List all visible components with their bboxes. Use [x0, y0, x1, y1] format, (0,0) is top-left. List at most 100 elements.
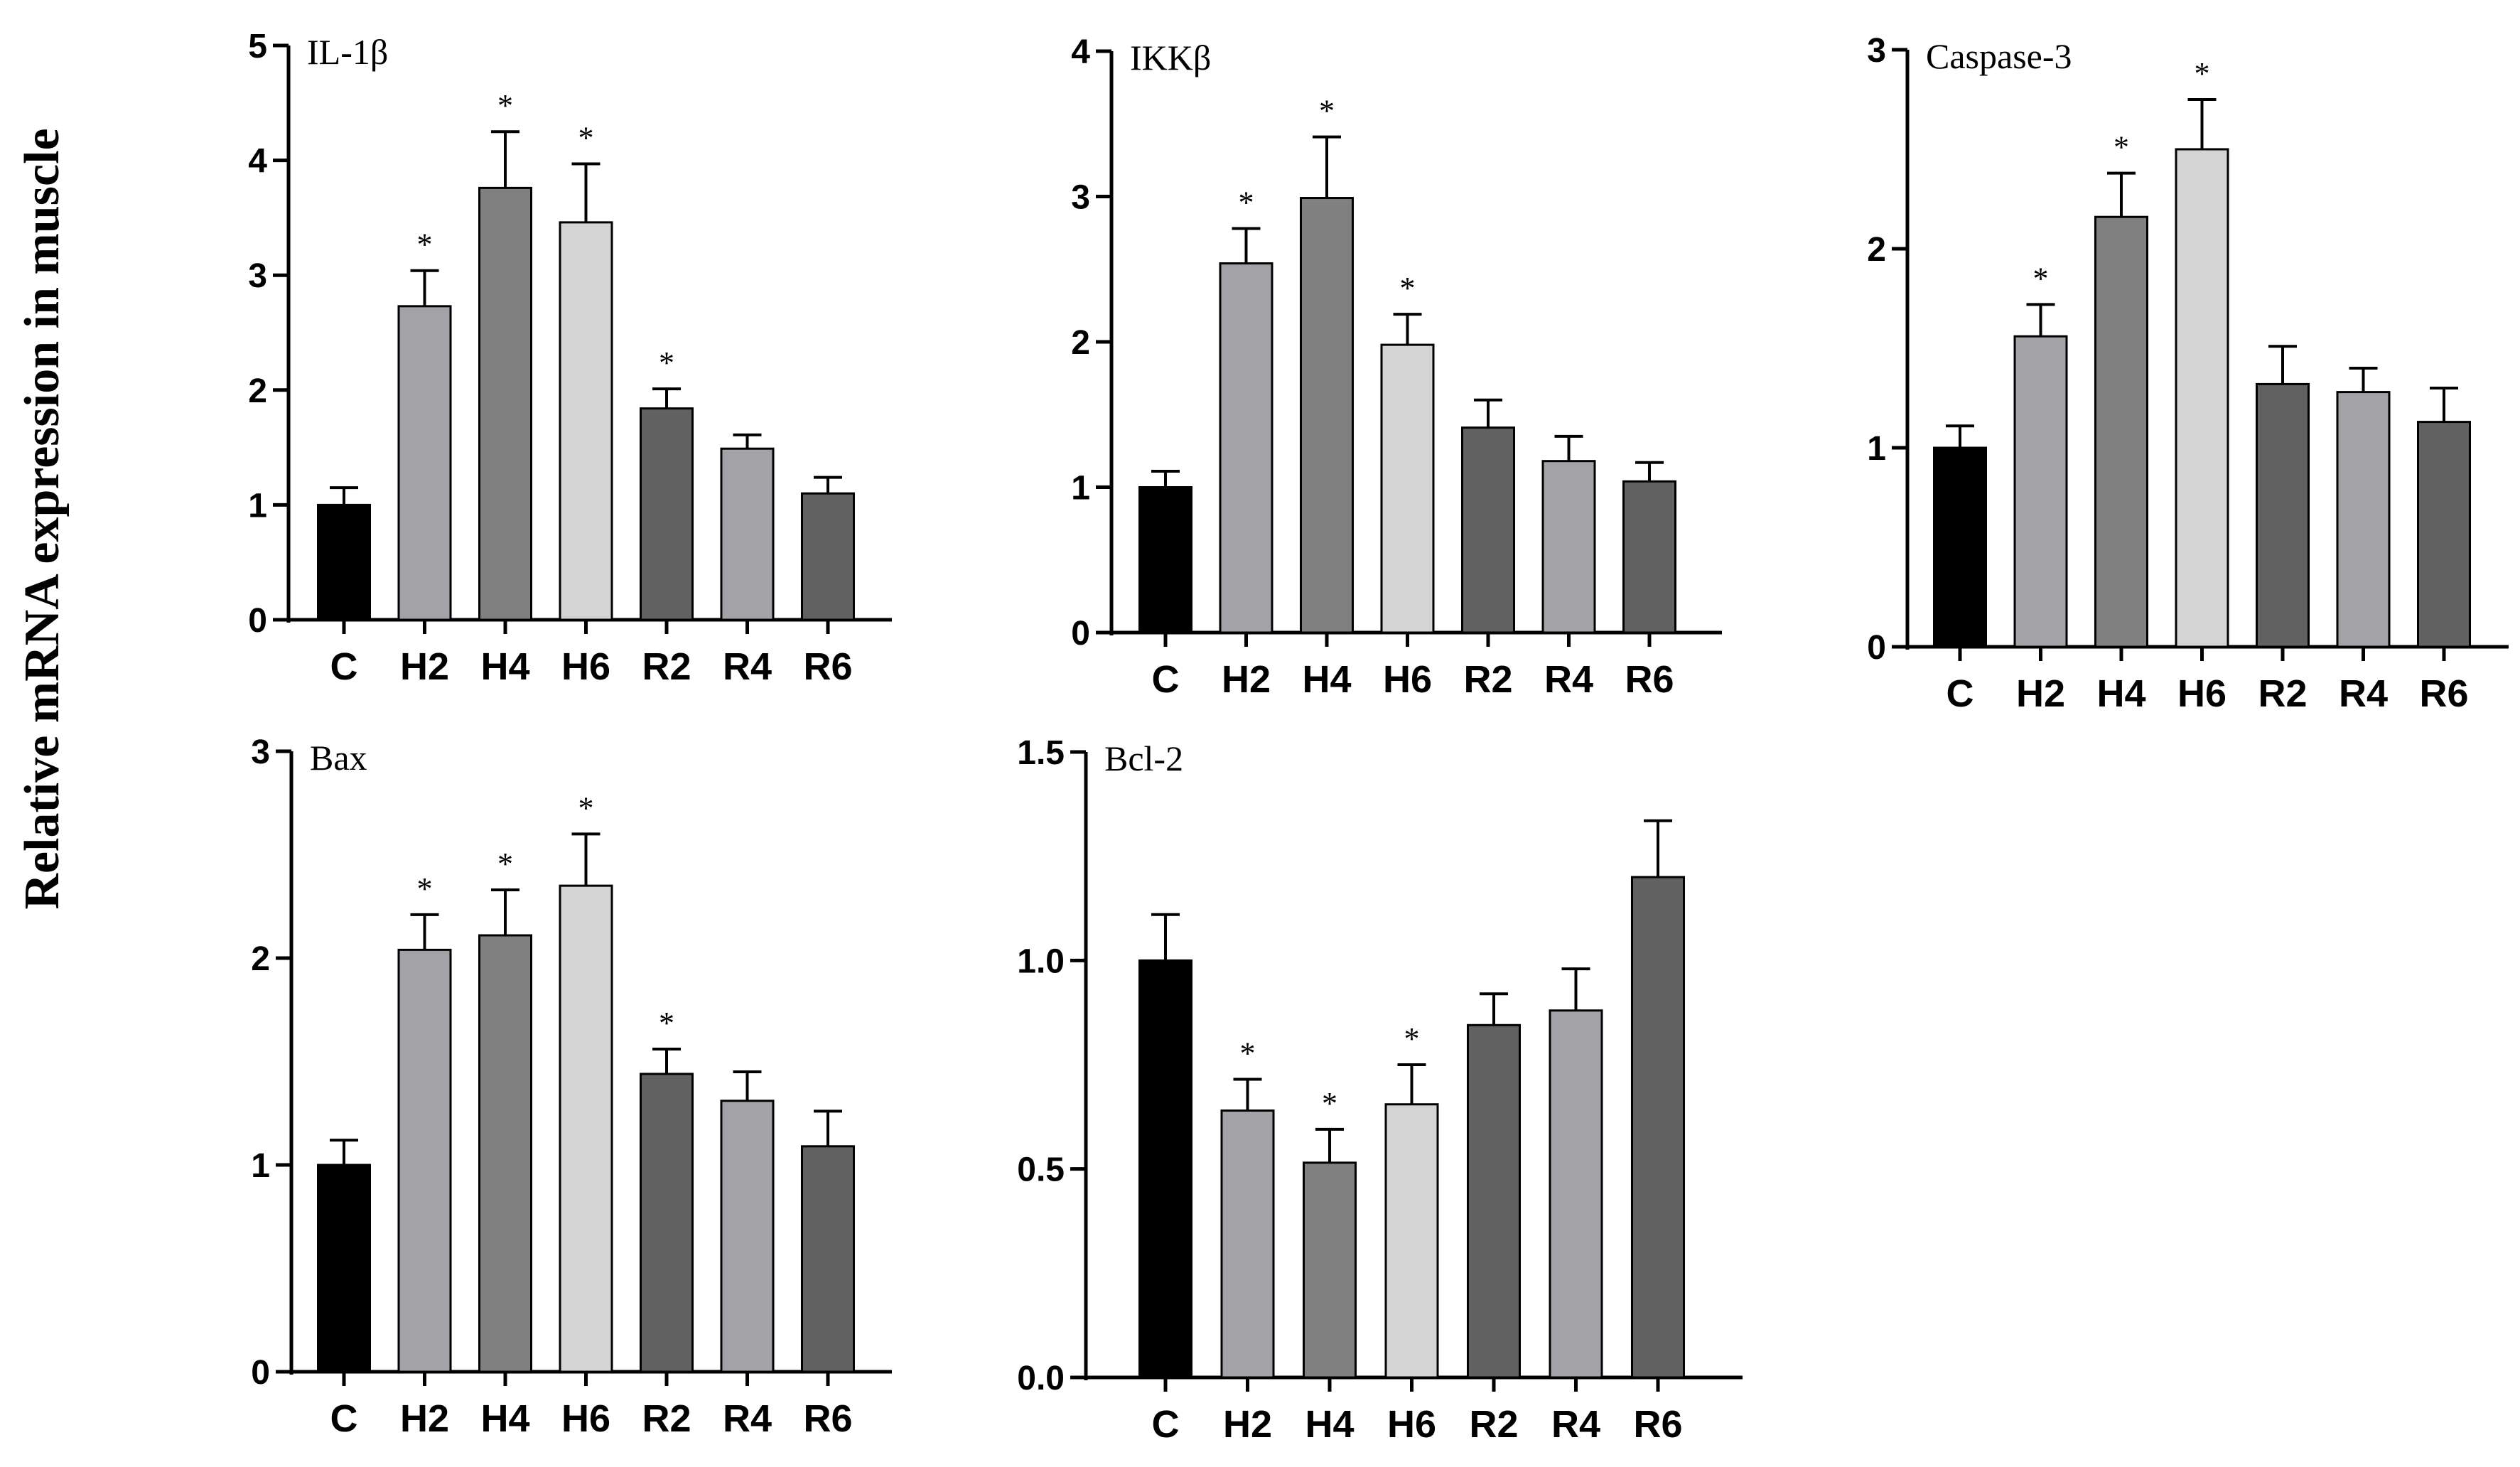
significance-marker: * [578, 120, 594, 155]
significance-marker: * [659, 1006, 674, 1041]
panel-title: IKKβ [1130, 38, 1211, 77]
panel-4: 0.0 0.5 1.0 1.5 Bcl-2 C * H2 * H4 * H6 R2 R4 R6 [1017, 734, 1743, 1446]
bar-R2 [640, 407, 694, 621]
x-tick-label: H6 [2177, 672, 2226, 715]
y-tick-label: 2 [251, 940, 270, 978]
y-tick-label: 0 [1867, 629, 1886, 667]
x-tick-label: H4 [1305, 1403, 1354, 1446]
y-tick-label: 4 [248, 143, 267, 181]
x-tick-label: R4 [723, 1397, 772, 1440]
bar-H4 [1303, 1161, 1357, 1379]
x-tick-label: R2 [1469, 1403, 1518, 1446]
significance-marker: * [1240, 1036, 1256, 1071]
x-tick-label: C [1946, 672, 1974, 715]
y-tick-label: 2 [1867, 231, 1886, 269]
x-tick-label: R2 [1463, 658, 1512, 701]
y-tick-label: 2 [1071, 324, 1090, 362]
panel-title: Bcl-2 [1104, 738, 1183, 778]
x-tick-label: R4 [1544, 658, 1593, 701]
bar-C [317, 503, 371, 621]
y-tick-label: 3 [1867, 32, 1886, 70]
y-tick-label: 3 [251, 734, 270, 771]
x-tick-label: H6 [1387, 1403, 1436, 1446]
x-tick-label: R6 [803, 1397, 852, 1440]
x-tick-label: H6 [561, 1397, 610, 1440]
bar-R6 [1622, 480, 1676, 634]
bar-R2 [1467, 1023, 1521, 1379]
bar-R6 [801, 492, 855, 621]
significance-marker: * [1239, 185, 1254, 220]
significance-marker: * [1322, 1086, 1337, 1121]
bar-C [1138, 959, 1192, 1379]
bar-H6 [559, 884, 613, 1373]
significance-marker: * [497, 88, 513, 123]
bar-C [317, 1164, 371, 1373]
y-tick-label: 3 [248, 257, 267, 295]
panel-2: 0 1 2 3 Caspase-3 C * H2 * H4 * H6 R2 R4 R6 [1867, 32, 2509, 715]
y-tick-label: 3 [1071, 179, 1090, 217]
bar-R2 [1461, 426, 1515, 634]
x-tick-label: C [1152, 658, 1180, 701]
x-tick-label: H4 [480, 1397, 529, 1440]
x-tick-label: R2 [642, 1397, 691, 1440]
panel-0: 0 1 2 3 4 5 IL-1β C * H2 * H4 * H6 * R2 R4 R6 [248, 28, 892, 688]
y-tick-label: 1 [251, 1147, 270, 1185]
significance-marker: * [1404, 1021, 1420, 1056]
bar-R4 [720, 1100, 775, 1373]
x-tick-label: H2 [400, 645, 449, 688]
x-tick-label: H2 [1223, 1403, 1272, 1446]
y-tick-label: 1 [1867, 430, 1886, 468]
bar-R4 [2336, 391, 2391, 648]
bar-C [1933, 446, 1987, 648]
panel-title: Bax [310, 738, 367, 778]
y-tick-label: 5 [248, 28, 267, 65]
y-tick-label: 0 [251, 1354, 270, 1392]
bar-R4 [1549, 1009, 1603, 1379]
bar-R6 [1631, 876, 1685, 1379]
x-tick-label: R6 [1633, 1403, 1682, 1446]
y-tick-label: 2 [248, 372, 267, 410]
bar-H4 [1300, 197, 1354, 634]
y-tick-label: 0.5 [1017, 1151, 1065, 1189]
bar-R4 [720, 447, 775, 621]
y-tick-label: 4 [1071, 33, 1090, 71]
bar-R6 [801, 1145, 855, 1373]
x-tick-label: H6 [1383, 658, 1432, 701]
y-axis-label: Relative mRNA expression in muscle [15, 128, 70, 909]
significance-marker: * [417, 227, 433, 262]
y-axis-label-container: Relative mRNA expression in muscle [15, 128, 70, 909]
significance-marker: * [578, 790, 594, 825]
x-tick-label: R4 [723, 645, 772, 688]
x-tick-label: R6 [1625, 658, 1674, 701]
y-tick-label: 1.0 [1017, 942, 1065, 980]
bar-H6 [1380, 343, 1435, 634]
significance-marker: * [2195, 56, 2210, 91]
y-tick-label: 0 [1071, 615, 1090, 652]
x-tick-label: H4 [2096, 672, 2145, 715]
x-tick-label: R6 [2419, 672, 2468, 715]
panel-3: 0 1 2 3 Bax C * H2 * H4 * H6 * R2 R4 R6 [251, 734, 892, 1440]
x-tick-label: R2 [2258, 672, 2307, 715]
x-tick-label: R6 [803, 645, 852, 688]
bar-H6 [2175, 148, 2229, 648]
x-tick-label: H2 [400, 1397, 449, 1440]
bar-H2 [397, 948, 452, 1373]
panel-title: IL-1β [307, 32, 388, 72]
bar-H6 [1384, 1103, 1439, 1379]
y-tick-label: 1 [1071, 470, 1090, 507]
y-tick-label: 0.0 [1017, 1360, 1065, 1397]
bar-H6 [559, 221, 613, 621]
y-tick-label: 0 [248, 602, 267, 640]
bar-R2 [2256, 382, 2310, 648]
y-tick-label: 1 [248, 487, 267, 525]
x-tick-label: H6 [561, 645, 610, 688]
panel-1: 0 1 2 3 4 IKKβ C * H2 * H4 * H6 R2 R4 R6 [1071, 33, 1722, 701]
bar-H4 [478, 186, 532, 621]
bar-H2 [1219, 262, 1274, 634]
x-tick-label: H2 [1222, 658, 1271, 701]
significance-marker: * [1400, 271, 1416, 306]
x-tick-label: R2 [642, 645, 691, 688]
x-tick-label: C [1152, 1403, 1180, 1446]
